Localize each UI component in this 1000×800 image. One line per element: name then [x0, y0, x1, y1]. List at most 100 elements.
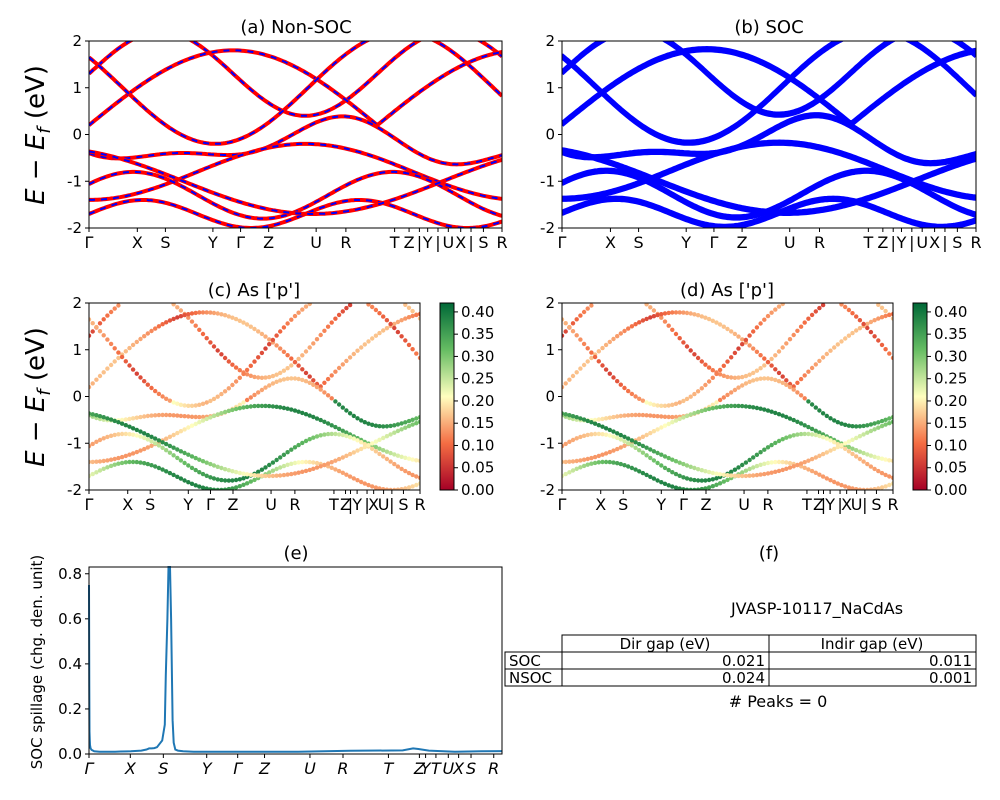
scatter-point	[861, 459, 866, 464]
colorbar-tick-label: 0.05	[461, 459, 494, 477]
scatter-point	[417, 475, 420, 480]
scatter-point	[145, 382, 150, 387]
scatter-point	[681, 461, 686, 467]
scatter-point	[347, 474, 353, 479]
scatter-point	[325, 324, 331, 329]
scatter-point	[244, 372, 250, 377]
scatter-point	[758, 321, 763, 326]
scatter-point	[589, 432, 594, 437]
svg-text:E − Ef (eV): E − Ef (eV)	[21, 65, 55, 205]
scatter-point	[406, 456, 412, 461]
scatter-point	[850, 330, 855, 336]
x-tick-label: S	[634, 233, 644, 252]
scatter-point	[644, 400, 649, 405]
y-tick-label: -1	[67, 434, 82, 452]
scatter-point	[329, 320, 334, 325]
scatter-point	[729, 390, 734, 395]
scatter-point	[344, 453, 349, 458]
scatter-point	[175, 455, 180, 461]
scatter-point	[798, 324, 804, 329]
x-tick-label: S	[478, 233, 488, 252]
scatter-point	[828, 348, 833, 353]
panel-f-peaks: # Peaks = 0	[729, 692, 828, 711]
scatter-point	[267, 342, 272, 347]
scatter-point	[684, 476, 690, 481]
scatter-point	[256, 469, 261, 474]
scatter-point	[219, 352, 224, 357]
scatter-point	[798, 461, 804, 466]
scatter-point	[289, 447, 294, 452]
scatter-point	[101, 415, 106, 420]
scatter-point	[340, 455, 345, 460]
x-tick-label: Y	[824, 495, 835, 514]
scatter-point	[134, 449, 139, 455]
x-tick-label: X	[455, 233, 466, 252]
scatter-point	[762, 471, 767, 477]
scatter-point	[90, 321, 95, 326]
scatter-point	[336, 312, 342, 318]
scatter-point	[200, 401, 206, 406]
scatter-point	[333, 431, 338, 437]
scatter-point	[769, 470, 774, 475]
x-tick-label: T	[384, 759, 395, 778]
scatter-point	[171, 303, 176, 307]
band-line-overlay	[89, 41, 502, 145]
scatter-point	[751, 378, 756, 383]
table-cell-soc-indir: 0.011	[929, 652, 972, 670]
scatter-point	[562, 443, 565, 449]
scatter-point	[403, 303, 408, 307]
scatter-point	[417, 458, 420, 463]
scatter-point	[200, 310, 206, 315]
scatter-point	[285, 366, 290, 371]
scatter-point	[123, 460, 128, 465]
scatter-point	[414, 351, 419, 356]
scatter-point	[879, 423, 885, 429]
scatter-point	[406, 342, 412, 348]
scatter-point	[127, 432, 132, 437]
band-line	[562, 147, 976, 213]
scatter-point	[806, 467, 811, 472]
scatter-point	[611, 434, 616, 439]
scatter-point	[651, 402, 657, 407]
scatter-point	[611, 448, 616, 453]
scatter-point	[222, 355, 228, 361]
scatter-point	[314, 384, 320, 390]
scatter-point	[211, 476, 217, 481]
scatter-point	[138, 448, 143, 453]
scatter-point	[186, 403, 191, 408]
x-tick-label: U	[378, 495, 390, 514]
scatter-point	[270, 473, 276, 479]
x-tick-label: |	[435, 233, 440, 252]
scatter-point	[259, 350, 265, 356]
scatter-point	[160, 445, 165, 450]
scatter-point	[263, 375, 268, 380]
colorbar-tick-label: 0.30	[934, 347, 967, 365]
y-tick-label: 0.8	[58, 565, 82, 583]
scatter-point	[773, 469, 778, 474]
scatter-point	[248, 479, 253, 484]
scatter-point	[655, 450, 660, 456]
scatter-point	[149, 413, 154, 418]
band-line	[89, 141, 502, 202]
scatter-point	[787, 434, 793, 439]
scatter-point	[659, 414, 664, 419]
scatter-point	[186, 315, 191, 320]
scatter-point	[222, 313, 228, 318]
scatter-point	[182, 403, 187, 408]
scatter-point	[208, 487, 213, 490]
scatter-point	[252, 374, 257, 380]
scatter-point	[684, 487, 690, 490]
scatter-point	[839, 421, 844, 426]
scatter-point	[89, 333, 92, 338]
scatter-point	[769, 310, 774, 315]
scatter-point	[278, 465, 283, 470]
scatter-point	[142, 379, 147, 384]
scatter-point	[648, 474, 653, 479]
scatter-point	[178, 449, 184, 454]
scatter-point	[629, 412, 635, 418]
scatter-point	[314, 381, 320, 387]
scatter-point	[410, 422, 415, 427]
scatter-point	[318, 332, 323, 338]
scatter-point	[633, 440, 638, 445]
scatter-point	[300, 469, 305, 474]
